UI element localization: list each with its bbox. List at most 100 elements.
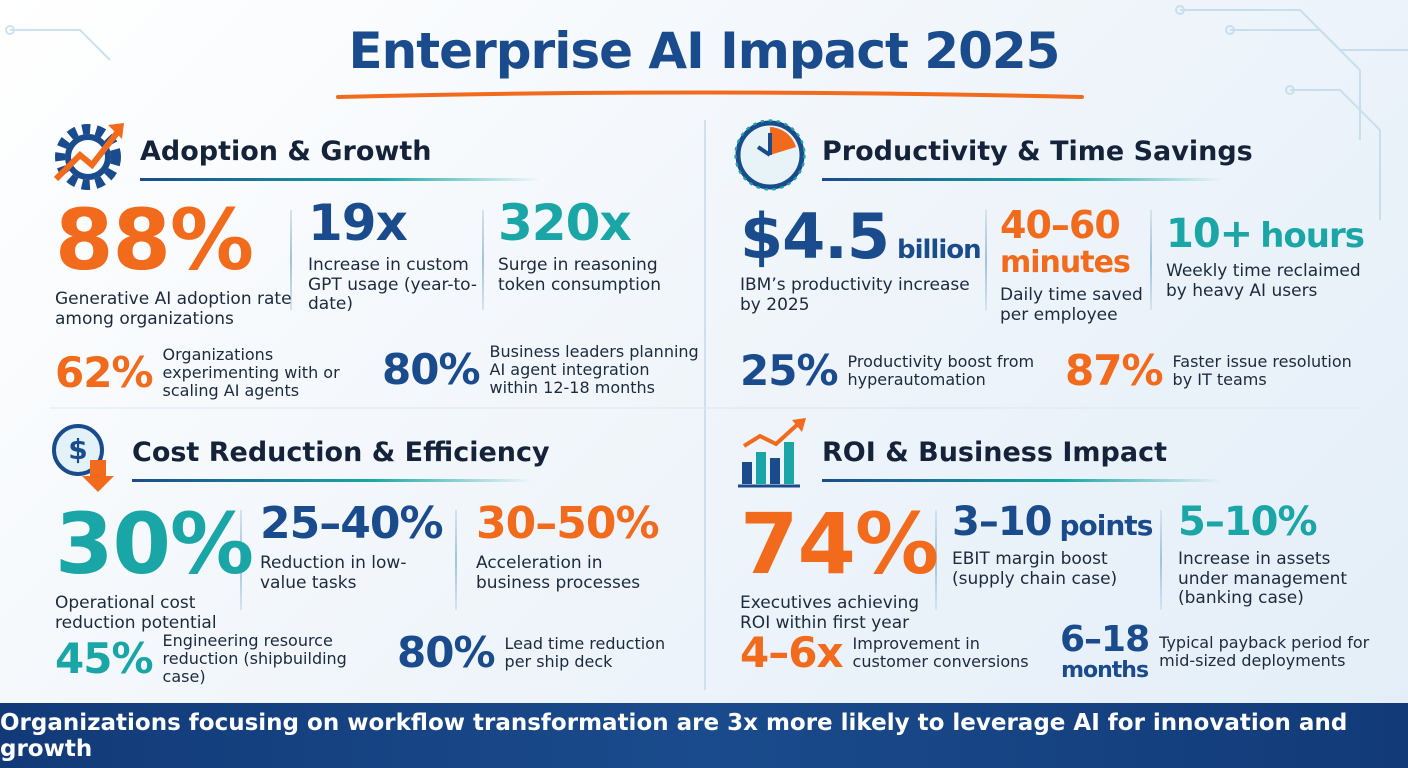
secondary-number: 87% bbox=[1065, 346, 1164, 395]
stat-value: $4.5 billion bbox=[740, 206, 990, 268]
stat-description: Increase in custom GPT usage (year-to-da… bbox=[308, 255, 478, 315]
secondary-stat: 6–18 months Typical payback period for mid… bbox=[1060, 622, 1379, 682]
heading-rule bbox=[140, 178, 540, 181]
secondary-description: Lead time reduction per ship deck bbox=[504, 634, 666, 671]
secondary-number: 62% bbox=[55, 347, 154, 397]
secondary-stat: 80% Lead time reduction per ship deck bbox=[397, 632, 685, 674]
stat: 40–60 minutes Daily time saved per employe… bbox=[1000, 206, 1160, 325]
stat-value: 25–40% bbox=[260, 502, 450, 546]
stat-number: 19x bbox=[308, 194, 408, 252]
secondary-description: Engineering resource reduction (shipbuil… bbox=[162, 631, 347, 686]
stat-value: 30–50% bbox=[476, 502, 676, 546]
stat: 320x Surge in reasoning token consumption bbox=[498, 198, 688, 295]
secondary-number: 4–6x bbox=[740, 628, 844, 677]
stat-description: Increase in assets under management (ban… bbox=[1178, 549, 1348, 609]
stat-value: 10+ hours bbox=[1166, 214, 1366, 254]
stat-value: 40–60 minutes bbox=[1000, 206, 1160, 278]
stat-value: 3–10 points bbox=[952, 499, 1154, 545]
stat-description: Executives achieving ROI within first ye… bbox=[740, 593, 920, 633]
stat-description: Surge in reasoning token consumption bbox=[498, 255, 662, 295]
column-divider bbox=[1150, 210, 1152, 310]
secondary-stat: 45% Engineering resource reduction (shipb… bbox=[55, 632, 393, 686]
stat-number: 74% bbox=[740, 495, 939, 593]
stat-value: 19x bbox=[308, 198, 488, 248]
stat-number: 30% bbox=[55, 495, 254, 593]
secondary-description: Organizations experimenting with or scal… bbox=[162, 345, 340, 400]
stat: 25–40% Reduction in low-value tasks bbox=[260, 502, 450, 593]
stat: 30% Operational cost reduction potential bbox=[55, 502, 254, 633]
secondary-description: Faster issue resolution by IT teams bbox=[1172, 352, 1352, 389]
stat-description: Weekly time reclaimed by heavy AI users bbox=[1166, 261, 1361, 301]
secondary-value: 6–18 months bbox=[1060, 619, 1150, 683]
heading-rule bbox=[822, 178, 1222, 181]
secondary-value: 45% bbox=[55, 637, 154, 680]
column-divider bbox=[290, 210, 292, 310]
stat-number: 10+ bbox=[1166, 211, 1253, 257]
secondary-number: 80% bbox=[397, 628, 496, 677]
stat-value: 320x bbox=[498, 198, 688, 248]
secondary-stat: 62% Organizations experimenting with or s… bbox=[55, 346, 363, 400]
column-divider bbox=[482, 210, 484, 310]
secondary-value: 87% bbox=[1065, 350, 1164, 392]
footer-banner: Organizations focusing on workflow trans… bbox=[0, 703, 1408, 768]
stat-description: Reduction in low-value tasks bbox=[260, 553, 407, 593]
secondary-number: 25% bbox=[740, 346, 839, 395]
stat-number: 88% bbox=[55, 191, 254, 289]
secondary-stat: 87% Faster issue resolution by IT teams bbox=[1065, 350, 1373, 392]
secondary-number: 45% bbox=[55, 633, 154, 683]
stat-number: 30–50% bbox=[476, 498, 660, 549]
svg-text:$: $ bbox=[68, 433, 87, 466]
stat-value: 74% bbox=[740, 502, 939, 586]
stat-number: 3–10 bbox=[952, 499, 1052, 545]
stat-description: Operational cost reduction potential bbox=[55, 593, 217, 633]
section-heading: Adoption & Growth bbox=[140, 136, 432, 167]
stat-value: 30% bbox=[55, 502, 254, 586]
heading-rule bbox=[822, 479, 1222, 482]
secondary-unit: months bbox=[1061, 658, 1149, 683]
stat-description: Acceleration in business processes bbox=[476, 553, 641, 593]
stat-value: 88% bbox=[55, 198, 295, 282]
stat-description: EBIT margin boost (supply chain case) bbox=[952, 549, 1118, 589]
secondary-description: Business leaders planning AI agent integ… bbox=[489, 342, 699, 397]
stat-number: 320x bbox=[498, 194, 632, 252]
secondary-value: 62% bbox=[55, 351, 154, 394]
stat: 74% Executives achieving ROI within first… bbox=[740, 502, 939, 633]
column-divider bbox=[455, 510, 457, 610]
stat-number: 5–10% bbox=[1178, 499, 1318, 545]
stat-description: Generative AI adoption rate among organi… bbox=[55, 289, 292, 329]
stat-unit: minutes bbox=[1000, 245, 1131, 280]
stat: 5–10% Increase in assets under management… bbox=[1178, 502, 1368, 609]
stat-description: IBM’s productivity increase by 2025 bbox=[740, 275, 970, 315]
stat-description: Daily time saved per employee bbox=[1000, 285, 1143, 325]
stat-unit: hours bbox=[1260, 216, 1365, 256]
secondary-stat: 25% Productivity boost from hyperautomati… bbox=[740, 350, 1048, 392]
column-divider bbox=[985, 210, 987, 310]
secondary-number: 80% bbox=[382, 344, 481, 394]
stat: $4.5 billion IBM’s productivity increase b… bbox=[740, 206, 990, 315]
stat-value: 5–10% bbox=[1178, 502, 1368, 542]
secondary-value: 25% bbox=[740, 350, 839, 392]
page-title: Enterprise AI Impact 2025 bbox=[348, 22, 1061, 80]
secondary-number: 6–18 bbox=[1060, 619, 1150, 660]
stat: 30–50% Acceleration in business processes bbox=[476, 502, 676, 593]
stat-number: 40–60 bbox=[1000, 203, 1121, 247]
stat-unit: points bbox=[1059, 509, 1154, 542]
secondary-description: Productivity boost from hyperautomation bbox=[847, 352, 1035, 389]
stat: 3–10 points EBIT margin boost (supply chai… bbox=[952, 499, 1154, 589]
stat-number: 25–40% bbox=[260, 498, 444, 549]
heading-rule bbox=[132, 479, 532, 482]
stat: 19x Increase in custom GPT usage (year-to… bbox=[308, 198, 488, 315]
column-divider bbox=[1160, 510, 1162, 610]
stat-unit: billion bbox=[896, 235, 982, 265]
secondary-description: Improvement in customer conversions bbox=[852, 634, 1029, 671]
column-divider bbox=[240, 510, 242, 610]
column-divider bbox=[935, 510, 937, 610]
secondary-stat: 80% Business leaders planning AI agent in… bbox=[382, 343, 700, 397]
secondary-value: 4–6x bbox=[740, 632, 844, 674]
stat-number: $4.5 bbox=[740, 200, 890, 273]
secondary-description: Typical payback period for mid-sized dep… bbox=[1159, 633, 1370, 670]
section-heading: Cost Reduction & Efficiency bbox=[132, 437, 550, 468]
stat: 88% Generative AI adoption rate among org… bbox=[55, 198, 295, 329]
